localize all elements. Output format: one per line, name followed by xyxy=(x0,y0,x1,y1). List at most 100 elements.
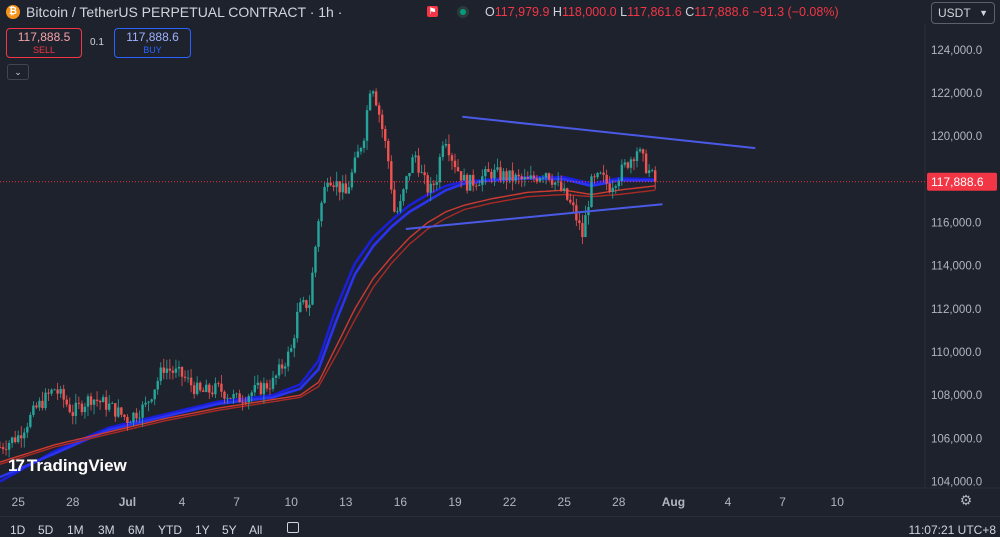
candle-body xyxy=(226,397,229,399)
buy-button[interactable]: 117,888.6 BUY xyxy=(114,28,191,58)
candle-body xyxy=(23,432,26,439)
x-tick-label: Aug xyxy=(662,495,685,509)
candle-body xyxy=(429,183,432,193)
candle-body xyxy=(47,392,50,394)
candle-body xyxy=(450,155,454,161)
candle-body xyxy=(377,105,381,115)
x-tick-label: 25 xyxy=(12,495,26,509)
range-1m[interactable]: 1M xyxy=(67,523,84,537)
candle-body xyxy=(268,388,272,390)
candle-body xyxy=(399,201,402,212)
market-status-icon[interactable] xyxy=(457,6,469,18)
candle-body xyxy=(532,175,536,179)
candle-body xyxy=(199,382,202,391)
candle-body xyxy=(202,390,205,392)
candle-body xyxy=(223,391,226,399)
candle-body xyxy=(472,174,475,186)
candle-body xyxy=(0,446,2,448)
candle-body xyxy=(544,173,548,178)
candle-body xyxy=(144,402,147,405)
candle-body xyxy=(256,382,260,386)
candle-body xyxy=(332,185,335,188)
trendline xyxy=(462,115,756,150)
collapse-toggle[interactable]: ⌄ xyxy=(7,64,29,80)
range-6m[interactable]: 6M xyxy=(128,523,145,537)
candle-body xyxy=(441,145,445,157)
range-5d[interactable]: 5D xyxy=(38,523,54,537)
y-tick-label: 116,000.0 xyxy=(931,218,981,230)
range-ytd[interactable]: YTD xyxy=(158,523,182,537)
candle-body xyxy=(563,188,566,191)
candle-body xyxy=(92,399,96,405)
candle-body xyxy=(614,186,617,188)
range-5y[interactable]: 5Y xyxy=(222,523,237,537)
candle-body xyxy=(13,437,17,443)
candle-body xyxy=(559,181,563,191)
sell-button[interactable]: 117,888.5 SELL xyxy=(6,28,82,58)
candle-body xyxy=(177,366,181,369)
candle-body xyxy=(232,394,235,399)
candle-body xyxy=(50,389,53,394)
candle-body xyxy=(159,367,162,382)
candle-body xyxy=(505,171,508,181)
candle-body xyxy=(475,185,478,187)
candle-body xyxy=(171,370,175,373)
candle-body xyxy=(423,172,426,176)
x-tick-label: 7 xyxy=(233,495,240,509)
range-all[interactable]: All xyxy=(249,523,263,537)
bitcoin-icon: ₿ xyxy=(6,5,20,19)
y-tick-label: 106,000.0 xyxy=(931,433,982,445)
candle-body xyxy=(569,199,572,203)
currency-select[interactable]: USDT ▼ xyxy=(931,2,995,24)
candle-body xyxy=(17,435,20,443)
candle-body xyxy=(368,93,372,111)
candle-body xyxy=(468,174,472,191)
flag-icon[interactable]: ⚑ xyxy=(427,6,438,17)
candle-body xyxy=(644,153,648,173)
candle-body xyxy=(74,402,78,416)
candle-body xyxy=(499,167,502,180)
x-tick-label: Jul xyxy=(119,495,136,509)
candle-body xyxy=(408,172,411,177)
candle-body xyxy=(250,392,253,397)
y-tick-label: 112,000.0 xyxy=(931,304,981,316)
candle-body xyxy=(98,400,102,403)
candle-body xyxy=(286,351,290,367)
candle-body xyxy=(650,170,654,172)
x-tick-label: 13 xyxy=(339,495,353,509)
candle-body xyxy=(205,384,208,392)
candle-body xyxy=(265,383,269,389)
candle-body xyxy=(393,189,396,212)
candle-body xyxy=(65,399,68,405)
candle-body xyxy=(323,187,326,203)
candle-body xyxy=(126,416,129,424)
range-1y[interactable]: 1Y xyxy=(195,523,210,537)
symbol-title[interactable]: Bitcoin / TetherUS PERPETUAL CONTRACT · … xyxy=(26,4,343,20)
gear-icon[interactable]: ⚙ xyxy=(959,492,973,508)
candle-body xyxy=(496,167,499,170)
candle-body xyxy=(153,389,156,400)
bottom-toolbar: 1D 5D 1M 3M 6M YTD 1Y 5Y All 11:07:21 UT… xyxy=(0,516,1000,537)
candle-body xyxy=(371,91,375,94)
candle-body xyxy=(253,385,256,393)
candle-body xyxy=(56,389,59,394)
y-tick-label: 114,000.0 xyxy=(931,261,981,273)
y-tick-label: 120,000.0 xyxy=(931,131,982,143)
candle-body xyxy=(247,396,250,403)
range-3m[interactable]: 3M xyxy=(98,523,115,537)
candle-body xyxy=(514,174,517,181)
candle-body xyxy=(192,385,196,395)
candle-body xyxy=(435,182,438,185)
candle-body xyxy=(326,182,329,188)
candle-body xyxy=(335,181,338,188)
candle-body xyxy=(68,404,71,413)
calendar-icon[interactable] xyxy=(287,522,299,533)
candle-body xyxy=(168,368,172,371)
candle-body xyxy=(317,221,320,247)
candle-body xyxy=(59,389,62,394)
candle-body xyxy=(62,389,65,400)
candle-body xyxy=(381,114,384,130)
candle-body xyxy=(150,399,153,402)
range-1d[interactable]: 1D xyxy=(10,523,26,537)
